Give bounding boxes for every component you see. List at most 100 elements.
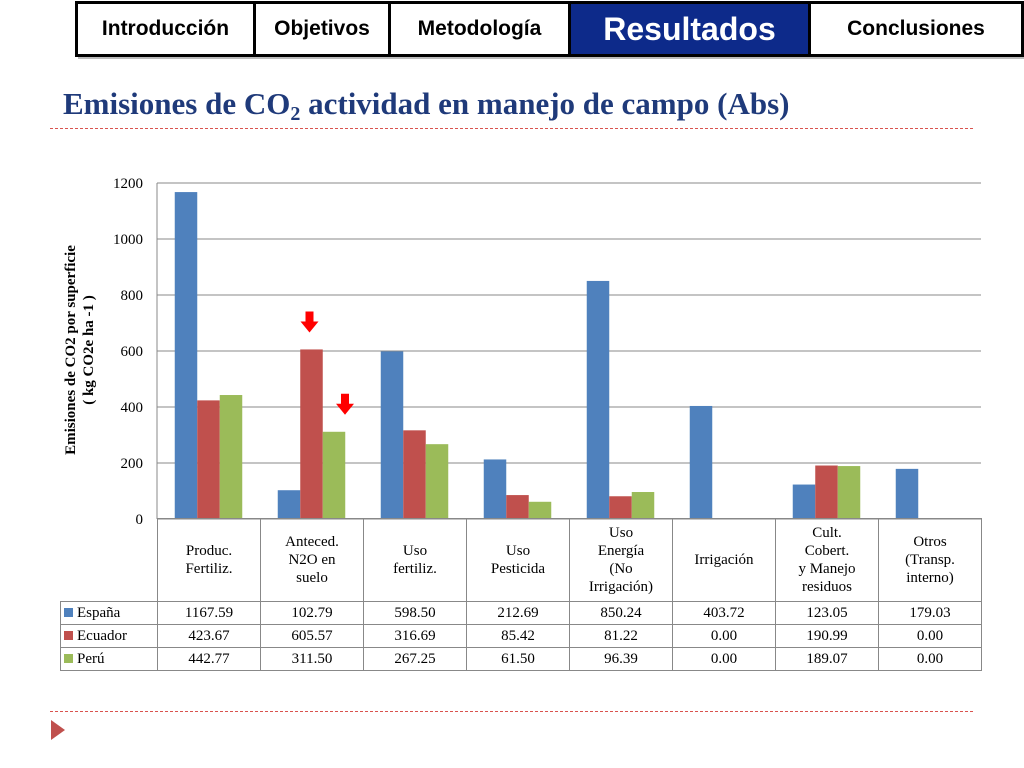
category-header-line: residuos [802, 579, 852, 595]
slide-title: Emisiones de CO2 actividad en manejo de … [63, 86, 789, 126]
table-cell: 85.42 [466, 624, 570, 648]
bar-ecuador [197, 400, 220, 519]
category-header: Anteced. N2O en suelo [260, 518, 364, 602]
table-cell: 316.69 [363, 624, 467, 648]
category-header-line: Uso [505, 543, 531, 559]
y-tick-label: 1200 [113, 176, 143, 192]
table-series-cell: Ecuador [60, 624, 158, 648]
category-header: Uso Energía (No Irrigación) [569, 518, 673, 602]
table-header-row: Produc. Fertiliz. Anteced. N2O en suelo Uso fe… [60, 518, 982, 602]
legend-swatch-espana [64, 608, 73, 617]
category-header-line: Cult. [812, 525, 842, 541]
legend-swatch-ecuador [64, 631, 73, 640]
table-cell: 96.39 [569, 647, 673, 671]
table-series-cell: España [60, 601, 158, 625]
category-header-line: (No [609, 561, 633, 577]
bar-ecuador [815, 465, 838, 519]
table-row: Ecuador 423.67 605.57 316.69 85.42 81.22… [60, 624, 982, 648]
table-cell: 423.67 [157, 624, 261, 648]
slide-title-subscript: 2 [290, 103, 301, 125]
table-cell: 179.03 [878, 601, 982, 625]
bar-perú [837, 466, 861, 519]
tab-conclusiones[interactable]: Conclusiones [808, 1, 1024, 57]
tab-introduccion[interactable]: Introducción [75, 1, 256, 57]
table-cell: 442.77 [157, 647, 261, 671]
data-table: Produc. Fertiliz. Anteced. N2O en suelo Uso fe… [60, 518, 982, 671]
y-tick-label: 1000 [113, 232, 143, 248]
bar-españa [792, 484, 816, 519]
footer-divider [50, 711, 973, 712]
bar-españa [586, 280, 610, 519]
table-cell: 212.69 [466, 601, 570, 625]
table-cell: 598.50 [363, 601, 467, 625]
table-cell: 311.50 [260, 647, 364, 671]
y-tick-label: 800 [121, 288, 144, 304]
category-header-line: N2O en [288, 552, 336, 568]
category-header-line: Uso [402, 543, 428, 559]
bar-perú [219, 395, 243, 519]
bar-ecuador [609, 496, 632, 519]
category-header-line: y Manejo [798, 561, 856, 577]
category-header-line: Fertiliz. [185, 561, 233, 577]
bar-españa [483, 459, 507, 519]
bar-ecuador [506, 495, 529, 519]
legend-swatch-peru [64, 654, 73, 663]
category-header-line: Cobert. [804, 543, 850, 559]
bar-españa [895, 468, 919, 519]
category-header: Cult. Cobert. y Manejo residuos [775, 518, 879, 602]
arrow-down-icon [336, 393, 354, 415]
tab-metodologia[interactable]: Metodología [388, 1, 571, 57]
table-row: España 1167.59 102.79 598.50 212.69 850.… [60, 601, 982, 625]
table-cell: 61.50 [466, 647, 570, 671]
tabs-shadow [78, 55, 1024, 59]
bar-perú [631, 492, 655, 519]
table-row: Perú 442.77 311.50 267.25 61.50 96.39 0.… [60, 647, 982, 671]
category-header-line: (Transp. [905, 552, 955, 568]
arrow-down-icon [300, 311, 319, 333]
tab-metodologia-label: Metodología [417, 17, 542, 40]
tab-resultados-label: Resultados [603, 10, 776, 47]
table-cell: 0.00 [878, 624, 982, 648]
slide-title-rest: actividad en manejo de campo (Abs) [300, 86, 790, 121]
bar-perú [425, 444, 449, 519]
category-header: Irrigación [672, 518, 776, 602]
bar-españa [689, 405, 713, 519]
category-header-line: Irrigación) [588, 579, 654, 595]
table-cell: 267.25 [363, 647, 467, 671]
table-cell: 189.07 [775, 647, 879, 671]
table-cell: 0.00 [672, 624, 776, 648]
bar-ecuador [300, 349, 323, 519]
bar-españa [277, 490, 301, 519]
table-cell: 190.99 [775, 624, 879, 648]
category-header-line: Pesticida [490, 561, 546, 577]
table-series-cell: Perú [60, 647, 158, 671]
bar-españa [174, 192, 198, 519]
category-header-line: Anteced. [285, 534, 339, 550]
table-cell: 0.00 [878, 647, 982, 671]
category-header: Uso Pesticida [466, 518, 570, 602]
series-name: España [77, 605, 121, 621]
category-header-line: Irrigación [694, 552, 754, 568]
title-divider [50, 128, 973, 129]
y-tick-label: 200 [121, 456, 144, 472]
table-cell: 102.79 [260, 601, 364, 625]
table-cell: 0.00 [672, 647, 776, 671]
category-header: Otros (Transp. interno) [878, 518, 982, 602]
category-header-line: Energía [597, 543, 645, 559]
y-tick-label: 400 [121, 400, 144, 416]
play-triangle-icon [51, 720, 65, 740]
tab-conclusiones-label: Conclusiones [847, 17, 985, 40]
table-cell: 123.05 [775, 601, 879, 625]
table-cell: 605.57 [260, 624, 364, 648]
bar-perú [528, 501, 552, 519]
table-cell: 1167.59 [157, 601, 261, 625]
bar-ecuador [403, 430, 426, 519]
y-tick-label: 600 [121, 344, 144, 360]
bar-españa [380, 351, 404, 519]
category-header: Uso fertiliz. [363, 518, 467, 602]
series-name: Perú [77, 651, 105, 667]
tab-objetivos-label: Objetivos [274, 17, 370, 40]
table-cell: 81.22 [569, 624, 673, 648]
tab-introduccion-label: Introducción [101, 17, 230, 40]
category-header-line: Produc. [185, 543, 233, 559]
